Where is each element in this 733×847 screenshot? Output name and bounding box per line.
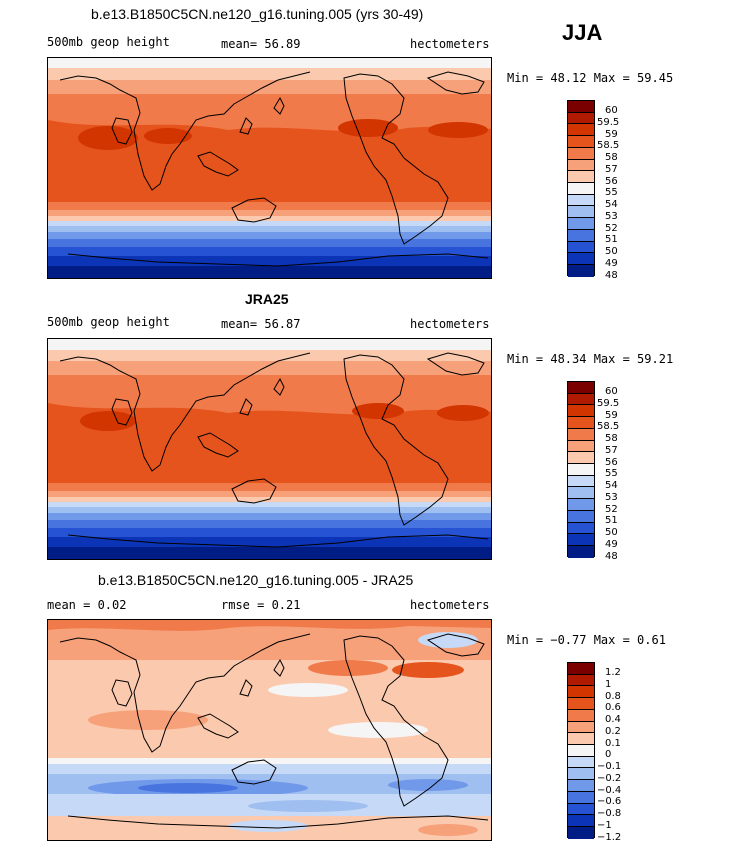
panel-2-colorbar: [567, 381, 595, 558]
panel-2-map: [47, 338, 492, 560]
colorbar-label: 58: [605, 152, 618, 163]
panel-2-units: hectometers: [410, 317, 490, 331]
panel-3-mean: mean = 0.02: [47, 598, 127, 612]
colorbar-label: 0.8: [605, 691, 621, 702]
panel-1-minmax: Min = 48.12 Max = 59.45: [507, 71, 674, 85]
panel-1-map: [47, 57, 492, 279]
colorbar-label: 48: [605, 270, 618, 281]
colorbar-label: 0.2: [605, 726, 621, 737]
colorbar-label: 0.6: [605, 702, 621, 713]
colorbar-label: 53: [605, 492, 618, 503]
colorbar-label: 0.1: [605, 738, 621, 749]
season-label: JJA: [562, 20, 603, 45]
colorbar-label: −0.8: [597, 808, 622, 819]
colorbar-label: 54: [605, 199, 618, 210]
colorbar-label: −1: [597, 820, 612, 831]
colorbar-label: 53: [605, 211, 618, 222]
panel-2-title: JRA25: [245, 291, 289, 307]
colorbar-label: 0: [605, 749, 612, 760]
colorbar-label: 51: [605, 234, 618, 245]
colorbar-label: 1.2: [605, 667, 621, 678]
colorbar-label: 1: [605, 679, 612, 690]
colorbar-label: −0.2: [597, 773, 622, 784]
colorbar-label: 57: [605, 445, 618, 456]
panel-2-mean: mean= 56.87: [221, 317, 301, 331]
colorbar-label: 51: [605, 515, 618, 526]
panel-3-minmax: Min = −0.77 Max = 0.61: [507, 633, 666, 647]
colorbar-label: 58.5: [597, 421, 620, 432]
panel-2-variable: 500mb geop height: [47, 315, 170, 329]
colorbar-label: −0.1: [597, 761, 622, 772]
colorbar-label: −0.4: [597, 785, 622, 796]
colorbar-label: 59.5: [597, 117, 620, 128]
panel-1-mean: mean= 56.89: [221, 37, 301, 51]
colorbar-label: 48: [605, 551, 618, 562]
colorbar-label: 60: [605, 105, 618, 116]
colorbar-label: 49: [605, 539, 618, 550]
colorbar-label: 56: [605, 457, 618, 468]
colorbar-label: 54: [605, 480, 618, 491]
colorbar-label: 55: [605, 468, 618, 479]
panel-1-units: hectometers: [410, 37, 490, 51]
panel-3-map: [47, 619, 492, 841]
colorbar-label: 58: [605, 433, 618, 444]
colorbar-label: 50: [605, 246, 618, 257]
colorbar-label: 59: [605, 129, 618, 140]
panel-3-rmse: rmse = 0.21: [221, 598, 301, 612]
colorbar-label: 49: [605, 258, 618, 269]
panel-1-colorbar: [567, 100, 595, 277]
colorbar-label: 0.4: [605, 714, 621, 725]
panel-1-variable: 500mb geop height: [47, 35, 170, 49]
colorbar-label: 52: [605, 504, 618, 515]
colorbar-label: 59: [605, 410, 618, 421]
panel-3-colorbar: [567, 662, 595, 839]
panel-3-title: b.e13.B1850C5CN.ne120_g16.tuning.005 - J…: [98, 572, 414, 588]
colorbar-label: 58.5: [597, 140, 620, 151]
colorbar-label: 56: [605, 176, 618, 187]
panel-1-title: b.e13.B1850C5CN.ne120_g16.tuning.005 (yr…: [91, 6, 424, 22]
colorbar-label: 50: [605, 527, 618, 538]
colorbar-label: 59.5: [597, 398, 620, 409]
colorbar-label: 55: [605, 187, 618, 198]
colorbar-label: −0.6: [597, 796, 622, 807]
panel-3-units: hectometers: [410, 598, 490, 612]
colorbar-label: 60: [605, 386, 618, 397]
colorbar-label: 52: [605, 223, 618, 234]
colorbar-label: 57: [605, 164, 618, 175]
colorbar-label: −1.2: [597, 832, 622, 843]
panel-2-minmax: Min = 48.34 Max = 59.21: [507, 352, 674, 366]
